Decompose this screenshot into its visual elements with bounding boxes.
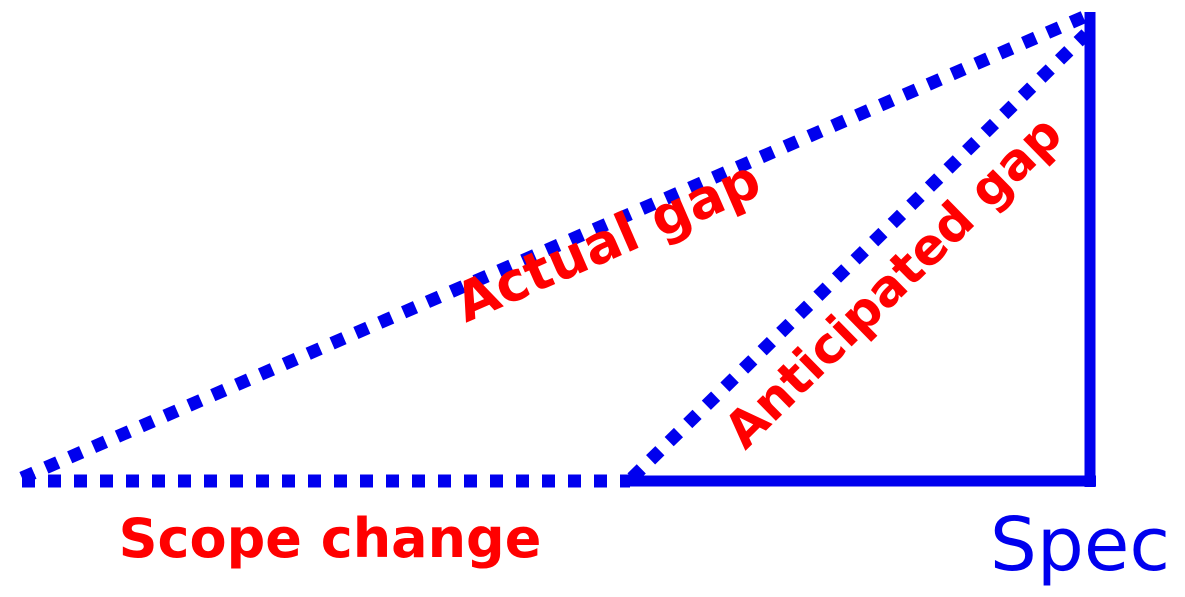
actual-gap-line — [19, 10, 1089, 484]
scope-change-label: Scope change — [119, 507, 542, 570]
actual-gap-label: Actual gap — [446, 147, 770, 335]
anticipated-gap-line — [627, 29, 1091, 483]
spec-label: Spec — [990, 502, 1170, 588]
